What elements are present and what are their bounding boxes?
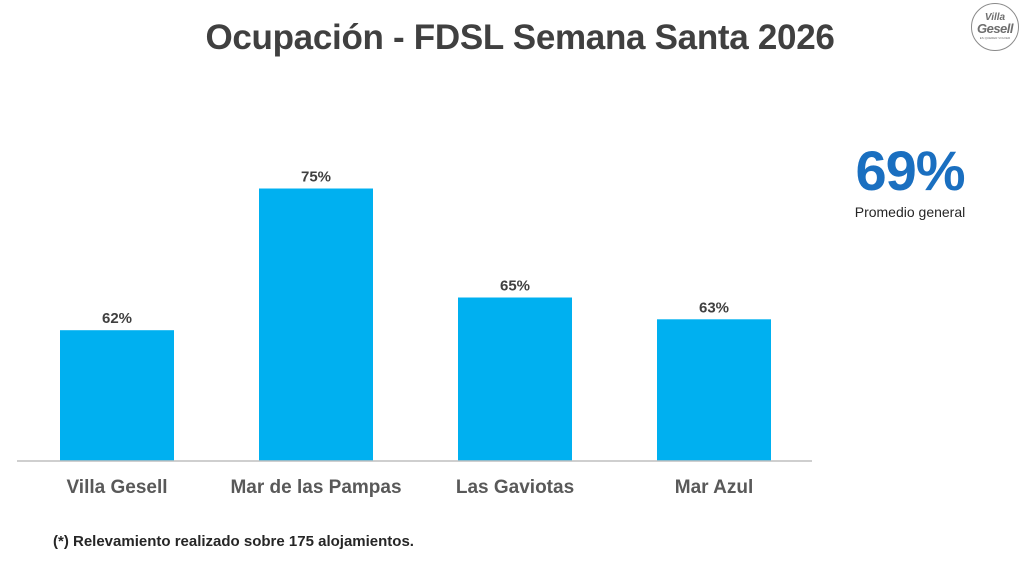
value-label: 62% — [102, 310, 132, 327]
logo-line-2: Gesell — [976, 21, 1014, 36]
category-label: Mar de las Pampas — [230, 477, 401, 498]
value-labels-group: 62% 75% 65% 63% — [102, 169, 729, 328]
category-label: Las Gaviotas — [456, 477, 574, 498]
logo-line-1: Villa — [984, 12, 1006, 23]
value-label: 75% — [301, 169, 331, 186]
value-label: 63% — [699, 299, 729, 316]
bar-mar-de-las-pampas — [259, 188, 373, 461]
category-labels-group: Villa Gesell Mar de las Pampas Las Gaviota… — [66, 477, 753, 498]
footnote: (*) Relevamiento realizado sobre 175 alo… — [53, 533, 414, 550]
bars-group — [60, 188, 771, 461]
category-label: Villa Gesell — [66, 477, 167, 498]
average-value: 69% — [855, 139, 965, 202]
value-label: 65% — [500, 278, 530, 295]
bar-villa-gesell — [60, 330, 174, 461]
chart-title: Ocupación - FDSL Semana Santa 2026 — [205, 18, 835, 57]
villa-gesell-logo: Villa Gesell ES QUERER VOLVER — [971, 3, 1019, 51]
bar-mar-azul — [657, 319, 771, 461]
logo-tagline: ES QUERER VOLVER — [979, 36, 1011, 40]
bar-las-gaviotas — [458, 297, 572, 461]
average-label: Promedio general — [854, 204, 966, 220]
category-label: Mar Azul — [675, 477, 753, 498]
